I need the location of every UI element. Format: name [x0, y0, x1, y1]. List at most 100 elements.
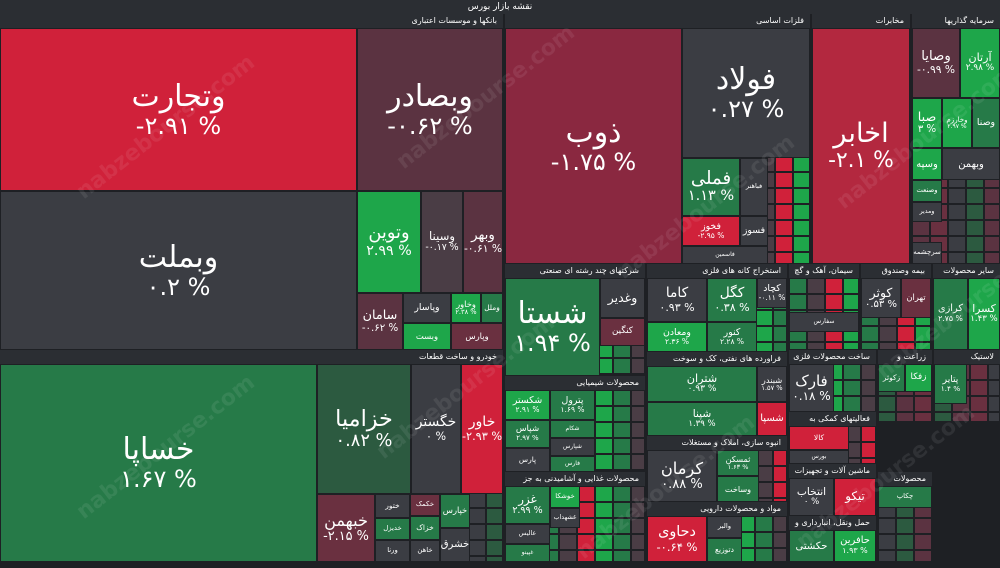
stock-tile[interactable]: ورنا	[375, 540, 410, 562]
stock-tile[interactable]: وتوین ۲.۹۹ %	[357, 191, 421, 293]
stock-tile[interactable]: فسوز	[740, 216, 768, 246]
stock-tile[interactable]: والبر	[707, 516, 742, 538]
stock-tile[interactable]: وساخت	[717, 476, 759, 502]
stock-tile[interactable]: ذوب -۱.۷۵ %	[505, 28, 682, 264]
stock-tile[interactable]: شستا ۱.۹۴ %	[505, 278, 600, 376]
stock-tile[interactable]: ختور	[375, 494, 410, 518]
stock-tile[interactable]: پترول ۱.۶۹ %	[550, 390, 595, 420]
stock-tile[interactable]: شپاس ۲.۹۷ %	[505, 420, 550, 448]
stock-tile[interactable]: وپارس	[451, 323, 503, 350]
stock-tile[interactable]: وصایا -۰.۹۹ %	[912, 28, 960, 98]
stock-tile[interactable]: شکستر ۲.۹۱ %	[505, 390, 550, 420]
stock-tile[interactable]: کالا	[789, 426, 849, 450]
stock-tile[interactable]: خزامیا ۰.۸۲ %	[317, 364, 411, 494]
stock-name: ختور	[385, 500, 400, 510]
sector-label: شرکتهای چند رشته ای صنعتی	[505, 264, 645, 278]
stock-tile[interactable]: وبهمن	[942, 148, 1000, 180]
stock-tile[interactable]: خکمک	[410, 494, 440, 516]
stock-tile[interactable]: وخارزم ۲.۹۷ %	[942, 98, 972, 148]
stock-tile[interactable]: حکشتی	[789, 530, 834, 562]
stock-tile[interactable]: دتوزیع	[707, 538, 742, 562]
stock-tile[interactable]: شپارس	[550, 438, 595, 456]
stock-tile[interactable]: کاما ۰.۹۳ %	[647, 278, 707, 322]
stock-tile[interactable]: وپاسار	[403, 293, 451, 323]
stock-tile[interactable]: وخاور ۲.۳۸ %	[451, 293, 481, 323]
stock-tile[interactable]: پتایر ۱.۴ %	[934, 364, 967, 404]
stock-tile[interactable]: کرمان ۰.۸۸ %	[647, 450, 717, 502]
stock-tile[interactable]: سفارس	[789, 312, 859, 332]
stock-tile[interactable]: تیکو	[834, 478, 876, 516]
stock-name: تیکو	[845, 489, 865, 504]
stock-tile[interactable]: شتران ۰.۹۳ %	[647, 366, 757, 402]
stock-name: زکوثر	[882, 372, 901, 382]
stock-tile[interactable]: خوشکا	[550, 486, 580, 508]
stock-tile[interactable]: انتخاب ۰ %	[789, 478, 834, 516]
stock-change: ۰.۸۲ %	[335, 430, 393, 452]
stock-tile[interactable]: کوثر ۰.۵۳ %	[861, 278, 901, 318]
stock-tile[interactable]: صبا ۳ %	[912, 98, 942, 148]
stock-change: ۰.۲۷ %	[707, 95, 785, 124]
stock-tile[interactable]: وبصادر -۰.۶۲ %	[357, 28, 503, 191]
stock-tile[interactable]: خپارس	[440, 494, 470, 528]
stock-tile[interactable]: سرچشمه	[912, 242, 942, 264]
stock-tile[interactable]: زکوثر	[878, 364, 905, 392]
stock-tile[interactable]: خشرق	[440, 528, 470, 562]
stock-tile[interactable]: حافرین ۱.۹۳ %	[834, 530, 876, 562]
stock-tile[interactable]: آرتان ۲.۹۸ %	[960, 28, 1000, 98]
stock-tile[interactable]: خبهمن -۲.۱۵ %	[317, 494, 375, 562]
stock-tile[interactable]: فملی ۱.۱۳ %	[682, 158, 740, 216]
stock-tile[interactable]: وغدیر	[600, 278, 645, 318]
stock-tile[interactable]: شپنا ۱.۳۹ %	[647, 402, 757, 436]
stock-tile[interactable]: فارس	[550, 456, 595, 472]
stock-tile[interactable]: سامان -۰.۶۲ %	[357, 293, 403, 350]
stock-tile[interactable]: کنور ۲.۲۸ %	[707, 322, 757, 352]
stock-tile[interactable]: فخوز -۲.۹۵ %	[682, 216, 740, 246]
stock-change: -۰.۹۹ %	[917, 63, 955, 77]
stock-tile[interactable]: شسپا	[757, 402, 787, 436]
stock-tile[interactable]: وصنعت	[912, 180, 942, 202]
stock-name: فسوز	[742, 224, 766, 236]
stock-tile[interactable]: غشهداب	[550, 508, 580, 528]
stock-tile[interactable]: شکام	[550, 420, 595, 438]
stock-tile[interactable]: غپینو	[505, 544, 550, 562]
stock-tile[interactable]: فولاد ۰.۲۷ %	[682, 28, 810, 158]
stock-tile[interactable]: فاسمین	[682, 246, 768, 264]
stock-tile[interactable]: خاور -۲.۹۳ %	[461, 364, 503, 494]
cell	[595, 438, 613, 454]
stock-tile[interactable]: زفکا	[905, 364, 932, 392]
stock-tile[interactable]: وبملت ۰.۲ %	[0, 191, 357, 350]
stock-tile[interactable]: چکاپ	[878, 486, 932, 508]
stock-name: عالیس	[518, 529, 537, 537]
stock-tile[interactable]: غزر ۲.۹۹ %	[505, 486, 550, 524]
stock-tile[interactable]: خاهن	[410, 540, 440, 562]
stock-tile[interactable]: دحاوی -۰.۶۴ %	[647, 516, 707, 562]
stock-tile[interactable]: بورس	[789, 450, 849, 464]
stock-tile[interactable]: وسپه	[912, 148, 942, 180]
stock-tile[interactable]: عالیس	[505, 524, 550, 544]
stock-tile[interactable]: وملل	[481, 293, 503, 323]
stock-tile[interactable]: خگستر ۰ %	[411, 364, 461, 494]
stock-tile[interactable]: شبندر ۱.۵۷ %	[757, 366, 787, 402]
stock-tile[interactable]: وصنا	[972, 98, 1000, 148]
stock-tile[interactable]: اخابر -۲.۱ %	[812, 28, 910, 264]
stock-tile[interactable]: فارک ۰.۱۸ %	[789, 364, 834, 412]
stock-tile[interactable]: فباهنر	[740, 158, 768, 216]
stock-change: ۳ %	[917, 124, 937, 136]
stock-tile[interactable]: ثمسکن ۱.۶۳ %	[717, 450, 759, 476]
stock-tile[interactable]: کسرا ۱.۴۳ %	[968, 278, 1000, 350]
stock-tile[interactable]: وتجارت -۲.۹۱ %	[0, 28, 357, 191]
stock-tile[interactable]: وسینا -۰.۱۷ %	[421, 191, 463, 293]
stock-tile[interactable]: وبهر -۰.۶۱ %	[463, 191, 503, 293]
stock-tile[interactable]: ومعادن ۲.۳۶ %	[647, 322, 707, 352]
stock-tile[interactable]: خزاک	[410, 516, 440, 540]
stock-tile[interactable]: خدیزل	[375, 518, 410, 540]
stock-tile[interactable]: پارس	[505, 448, 550, 472]
stock-tile[interactable]: ومدیر	[912, 202, 942, 222]
stock-tile[interactable]: خساپا ۱.۶۷ %	[0, 364, 317, 562]
stock-tile[interactable]: کچاد -۰.۱۱ %	[757, 278, 787, 308]
stock-tile[interactable]: کگل ۰.۳۸ %	[707, 278, 757, 322]
stock-tile[interactable]: وبست	[403, 323, 451, 350]
stock-tile[interactable]: تهران	[901, 278, 931, 318]
stock-tile[interactable]: کنگین	[600, 318, 645, 346]
stock-tile[interactable]: کرازی ۲.۷۵ %	[933, 278, 968, 350]
